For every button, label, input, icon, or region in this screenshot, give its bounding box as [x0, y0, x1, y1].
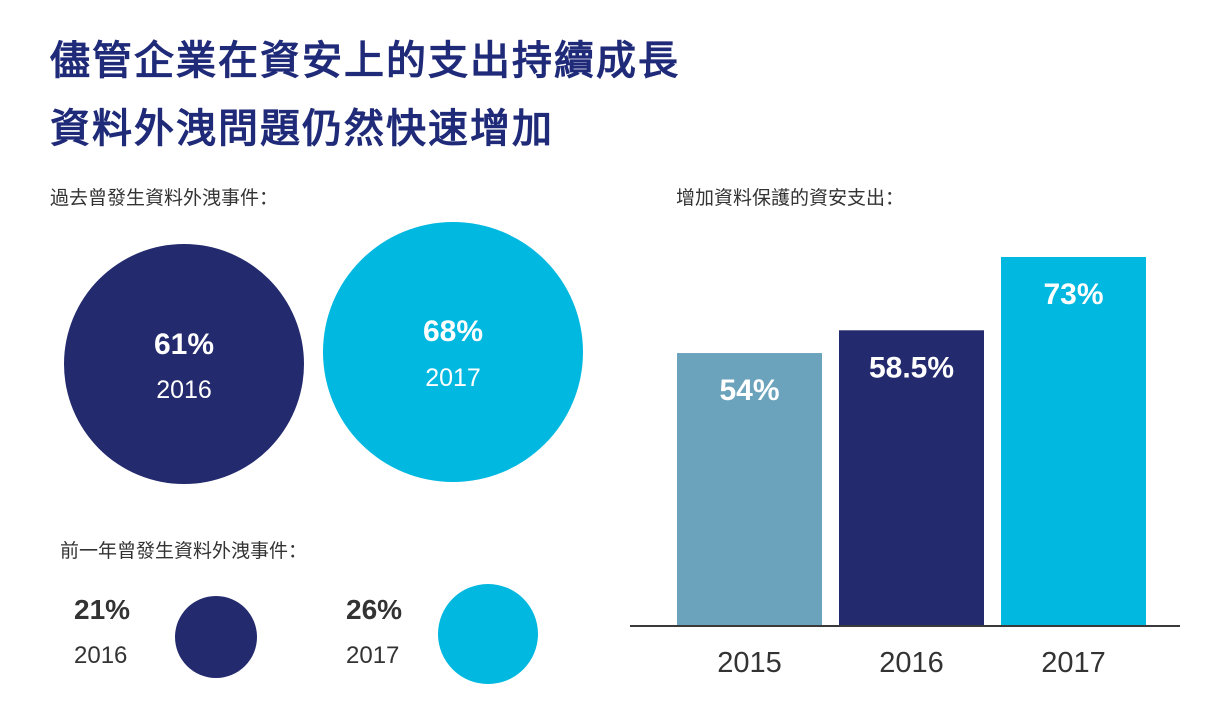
page-title-line-2: 資料外洩問題仍然快速增加: [50, 106, 554, 152]
page-title-line-1: 儘管企業在資安上的支出持續成長: [50, 38, 680, 84]
bubble-2016-ever-percent: 61%: [153, 328, 215, 361]
spend-heading: 增加資料保護的資安支出：: [676, 187, 905, 209]
bubble-2017-ever-year: 2017: [425, 364, 481, 392]
bar-2016: [839, 330, 984, 626]
bubble-2016-ever-year: 2016: [156, 376, 212, 404]
bar-value-label-2015: 54%: [719, 374, 779, 407]
bubble-2017-ever-percent: 68%: [422, 315, 484, 348]
bar-2015: [677, 353, 822, 626]
x-tick-label-2016: 2016: [879, 647, 944, 679]
bar-value-label-2017: 73%: [1043, 278, 1103, 311]
bubble-2016-ever: 61% 2016: [64, 244, 304, 484]
last-year-2016-year: 2016: [74, 642, 128, 669]
last-year-2016-percent: 21%: [74, 594, 131, 625]
x-tick-label-2015: 2015: [717, 647, 782, 679]
bar-value-label-2016: 58.5%: [869, 351, 954, 384]
breach-last-year-heading: 前一年曾發生資料外洩事件：: [60, 540, 308, 562]
bar-2017: [1001, 257, 1146, 626]
bubble-2017-ever: 68% 2017: [323, 222, 583, 482]
x-tick-label-2017: 2017: [1041, 647, 1106, 679]
bubble-2016-last-year: [175, 596, 257, 678]
bubble-2017-last-year: [438, 584, 538, 684]
last-year-2017-year: 2017: [346, 642, 400, 669]
spend-bar-chart: 54% 2015 58.5% 2016 73% 2017: [630, 257, 1180, 679]
breach-ever-heading: 過去曾發生資料外洩事件：: [50, 187, 279, 209]
last-year-2017-percent: 26%: [346, 594, 403, 625]
